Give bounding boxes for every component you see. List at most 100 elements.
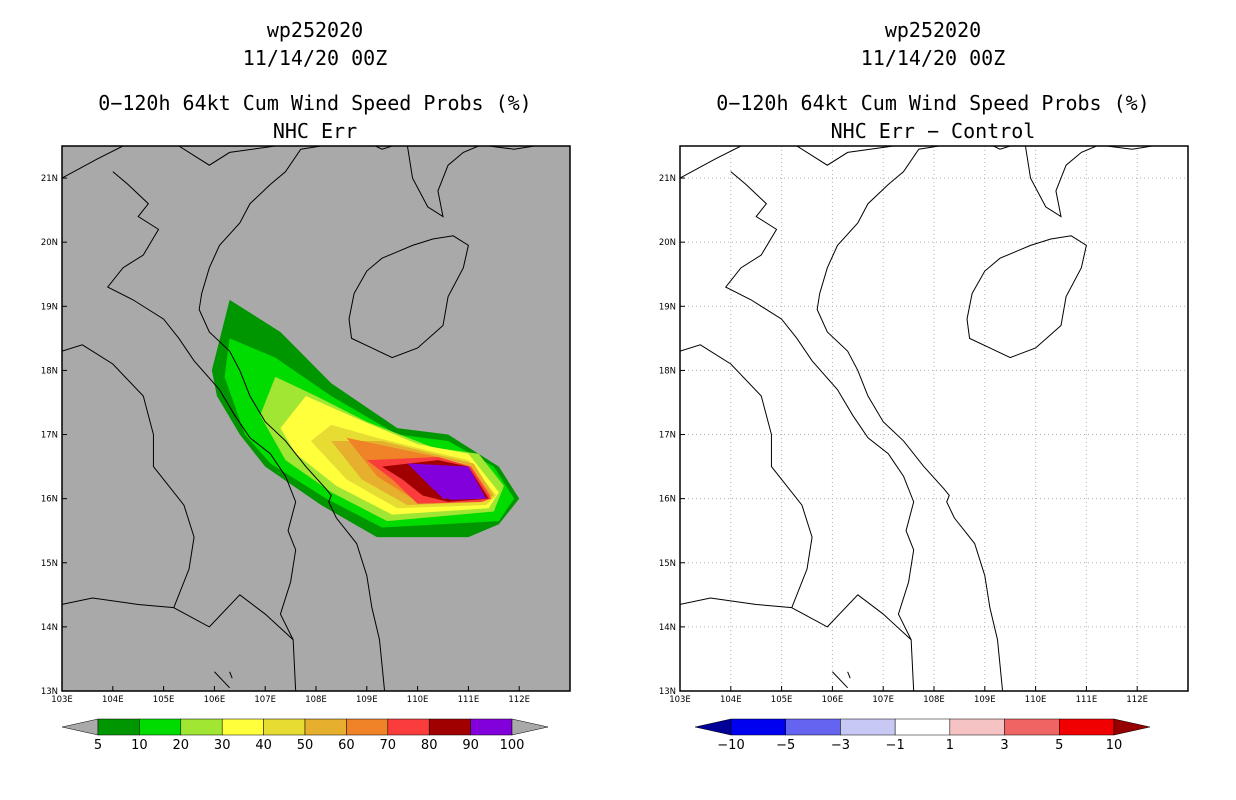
x-tick-label: 109E — [356, 695, 378, 705]
colorbar-label: 80 — [421, 738, 438, 753]
y-tick-label: 17N — [659, 431, 676, 441]
y-tick-label: 17N — [41, 431, 58, 441]
country-border — [62, 344, 195, 608]
x-tick-label: 108E — [305, 695, 327, 705]
y-tick-label: 19N — [41, 302, 58, 312]
x-tick-label: 103E — [669, 695, 691, 705]
right-date: 11/14/20 00Z — [860, 46, 1006, 70]
colorbar-swatch — [894, 718, 951, 736]
country-border — [680, 597, 792, 609]
colorbar-label: −1 — [886, 738, 905, 753]
colorbar-swatch — [263, 718, 306, 736]
colorbar-swatch — [387, 718, 430, 736]
coastline — [1106, 146, 1153, 150]
country-border — [62, 597, 174, 609]
colorbar-swatch — [470, 718, 513, 736]
x-tick-label: 106E — [204, 695, 226, 705]
colorbar-label: 1 — [946, 738, 954, 753]
colorbar-swatch — [840, 718, 896, 736]
right-subtitle: NHC Err − Control — [830, 119, 1036, 143]
x-tick-label: 105E — [771, 695, 793, 705]
colorbar-swatch — [428, 718, 471, 736]
country-border — [106, 171, 297, 691]
country-border — [680, 146, 742, 179]
left-subtitle: NHC Err — [272, 119, 358, 143]
colorbar-swatch — [730, 718, 786, 736]
country-border — [791, 594, 912, 641]
colorbar-high-arrow — [511, 718, 549, 736]
coastline — [816, 146, 1011, 691]
country-border — [847, 671, 851, 679]
left-product-title: 0−120h 64kt Cum Wind Speed Probs (%) — [98, 91, 532, 115]
colorbar-label: 90 — [462, 738, 479, 753]
y-tick-label: 16N — [41, 495, 58, 505]
y-tick-label: 15N — [41, 559, 58, 569]
x-tick-label: 104E — [720, 695, 742, 705]
colorbar-label: 5 — [1055, 738, 1063, 753]
colorbar-label: 100 — [500, 738, 525, 753]
colorbar-label: −5 — [776, 738, 795, 753]
right-product-title: 0−120h 64kt Cum Wind Speed Probs (%) — [716, 91, 1150, 115]
colorbar-swatch — [304, 718, 347, 736]
country-border — [178, 146, 276, 166]
colorbar-low-arrow — [694, 718, 732, 736]
colorbar-swatch — [1059, 718, 1115, 736]
colorbar-label: 60 — [338, 738, 355, 753]
colorbar-swatch — [1004, 718, 1060, 736]
colorbar-swatch — [97, 718, 140, 736]
right-storm-id: wp252020 — [884, 18, 982, 42]
colorbar-label: 30 — [214, 738, 231, 753]
y-tick-label: 18N — [659, 366, 676, 376]
country-border — [724, 171, 915, 691]
x-tick-label: 112E — [508, 695, 530, 705]
y-tick-label: 14N — [41, 623, 58, 633]
country-border — [214, 671, 231, 689]
colorbar-label: 50 — [297, 738, 314, 753]
y-tick-label: 21N — [659, 174, 676, 184]
coastline — [488, 146, 535, 150]
contour-100pct — [412, 466, 484, 499]
x-tick-label: 104E — [102, 695, 124, 705]
country-border — [680, 344, 813, 608]
colorbar-label: −3 — [831, 738, 850, 753]
x-tick-label: 107E — [872, 695, 894, 705]
colorbar-label: 3 — [1000, 738, 1008, 753]
colorbar-swatch — [221, 718, 264, 736]
x-tick-label: 103E — [51, 695, 73, 705]
colorbar-swatch — [949, 718, 1005, 736]
y-tick-label: 20N — [41, 238, 58, 248]
y-tick-label: 21N — [41, 174, 58, 184]
x-tick-label: 109E — [974, 695, 996, 705]
colorbar-label: −10 — [717, 738, 744, 753]
coastline — [406, 146, 479, 218]
right-colorbar: −10 −5 −3 −1 1 3 5 10 — [694, 718, 1151, 753]
x-tick-label: 112E — [1126, 695, 1148, 705]
x-tick-label: 106E — [822, 695, 844, 705]
colorbar-label: 10 — [1106, 738, 1123, 753]
coastline — [1024, 146, 1097, 218]
colorbar-swatch — [139, 718, 182, 736]
colorbar-label: 10 — [131, 738, 148, 753]
x-tick-label: 110E — [407, 695, 429, 705]
y-tick-label: 16N — [659, 495, 676, 505]
y-tick-label: 14N — [659, 623, 676, 633]
colorbar-label: 40 — [255, 738, 272, 753]
colorbar-label: 70 — [380, 738, 397, 753]
left-date: 11/14/20 00Z — [242, 46, 388, 70]
x-tick-label: 111E — [1076, 695, 1098, 705]
x-tick-label: 111E — [458, 695, 480, 705]
right-map-panel: 103E 104E 105E 106E 107E 108E 109E 110E 111E 112E… — [659, 145, 1189, 705]
colorbar-swatch — [346, 718, 389, 736]
coastline — [966, 235, 1087, 359]
x-tick-label: 108E — [923, 695, 945, 705]
left-storm-id: wp252020 — [266, 18, 364, 42]
country-border — [173, 594, 294, 641]
x-tick-label: 110E — [1025, 695, 1047, 705]
coastline — [348, 235, 469, 359]
x-tick-label: 107E — [254, 695, 276, 705]
colorbar-label: 5 — [94, 738, 102, 753]
colorbar-low-arrow — [61, 718, 99, 736]
y-tick-label: 19N — [659, 302, 676, 312]
country-border — [229, 671, 233, 679]
